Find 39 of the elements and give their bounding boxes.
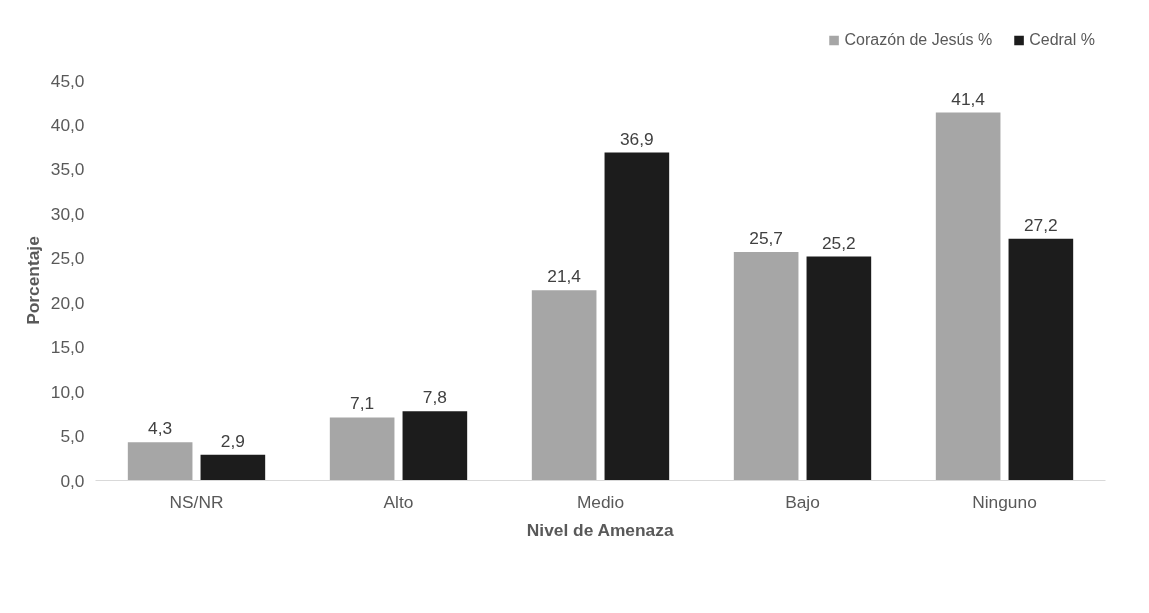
- data-label: 41,4: [951, 88, 986, 109]
- data-label: 36,9: [620, 128, 654, 149]
- y-tick-label: 0,0: [60, 470, 85, 491]
- x-tick-label: Alto: [383, 491, 414, 512]
- bar: [806, 256, 872, 481]
- y-tick-label: 35,0: [50, 159, 85, 180]
- data-label: 27,2: [1024, 214, 1058, 235]
- data-label: 7,1: [350, 393, 375, 414]
- data-label: 25,7: [749, 228, 784, 249]
- legend-label: Cedral %: [1029, 31, 1095, 49]
- bar: [531, 290, 597, 481]
- y-axis-title: Porcentaje: [22, 235, 43, 325]
- y-tick-label: 10,0: [50, 381, 85, 402]
- x-tick-label: Medio: [576, 491, 625, 512]
- bar: [1008, 238, 1074, 481]
- y-tick-label: 30,0: [50, 203, 85, 224]
- data-label: 7,8: [422, 387, 447, 408]
- x-axis-title: Nivel de Amenaza: [526, 519, 674, 540]
- bar: [200, 454, 266, 481]
- x-tick-label: Bajo: [785, 491, 820, 512]
- y-tick-label: 25,0: [50, 248, 85, 269]
- y-tick-label: 20,0: [50, 292, 85, 313]
- bar: [733, 252, 799, 481]
- legend-label: Corazón de Jesús %: [844, 31, 993, 49]
- bar: [604, 152, 670, 481]
- x-tick-label: NS/NR: [169, 491, 224, 512]
- bar: [935, 112, 1001, 481]
- data-label: 25,2: [822, 232, 856, 253]
- y-tick-label: 40,0: [50, 114, 85, 135]
- x-tick-label: Ninguno: [972, 491, 1037, 512]
- bar: [402, 411, 468, 481]
- y-tick-label: 15,0: [50, 337, 85, 358]
- data-label: 4,3: [148, 418, 173, 439]
- data-label: 2,9: [220, 430, 245, 451]
- bar: [127, 442, 193, 481]
- bar: [329, 417, 395, 481]
- y-tick-label: 5,0: [60, 426, 85, 447]
- data-label: 21,4: [547, 266, 582, 287]
- y-tick-label: 45,0: [50, 70, 85, 91]
